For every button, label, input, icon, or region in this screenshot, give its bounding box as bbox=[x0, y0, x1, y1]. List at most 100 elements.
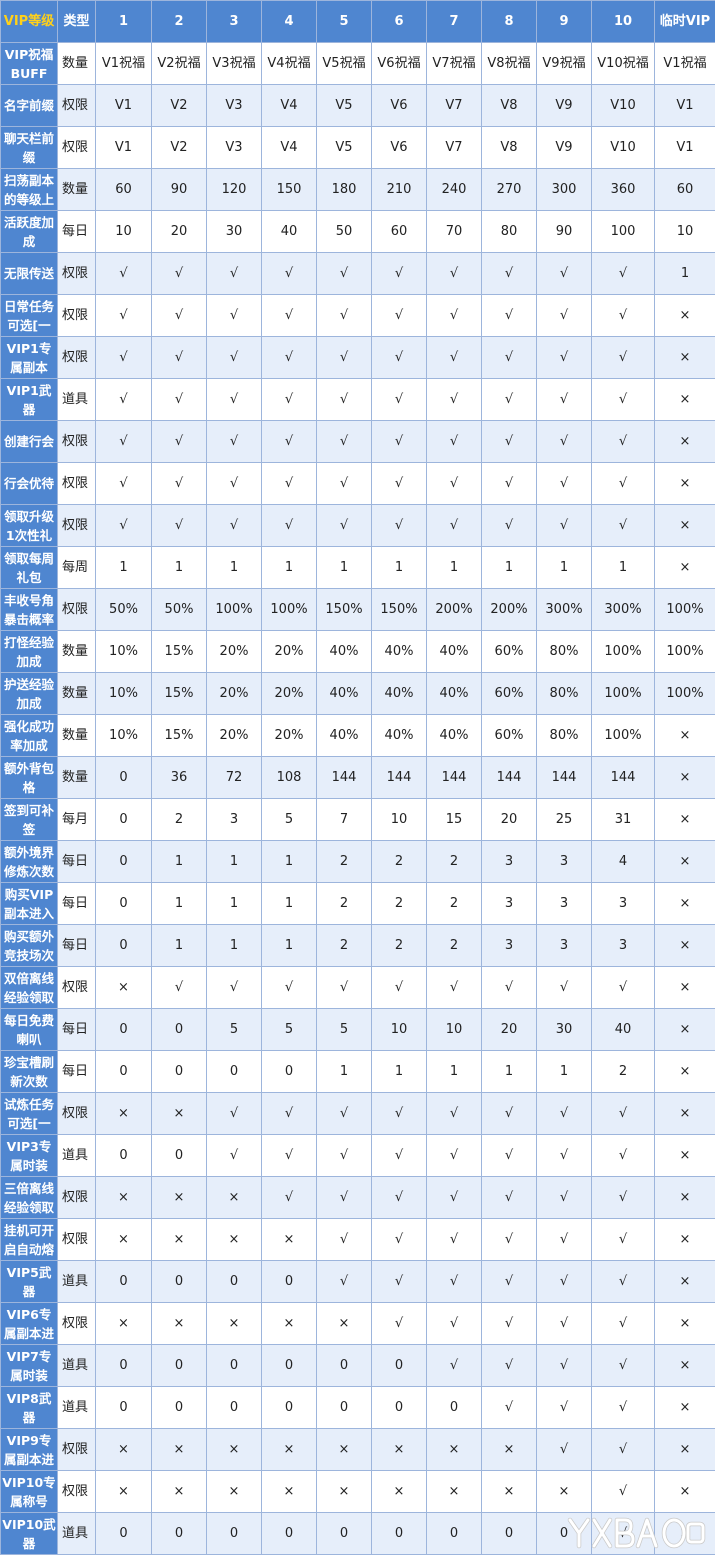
table-row: 购买VIP副本进入 每日 0 1 1 1 2 2 2 3 3 3 × bbox=[0, 882, 715, 925]
header-col: 4 bbox=[261, 0, 317, 43]
table-cell: 240 bbox=[426, 168, 482, 211]
table-row: 日常任务可选[一 权限 √ √ √ √ √ √ √ √ √ √ × bbox=[0, 294, 715, 337]
table-cell: √ bbox=[481, 294, 537, 337]
table-row: 珍宝槽刷新次数 每日 0 0 0 0 1 1 1 1 1 2 × bbox=[0, 1050, 715, 1093]
table-cell: × bbox=[654, 546, 715, 589]
table-cell: 100% bbox=[654, 672, 715, 715]
table-cell: 100% bbox=[261, 588, 317, 631]
table-cell: × bbox=[654, 756, 715, 799]
row-name: 领取升级1次性礼 bbox=[0, 504, 58, 547]
table-cell: 0 bbox=[151, 1050, 207, 1093]
row-name: 无限传送 bbox=[0, 252, 58, 295]
row-name: 创建行会 bbox=[0, 420, 58, 463]
table-row: 额外背包格 数量 0 36 72 108 144 144 144 144 144 144 × bbox=[0, 756, 715, 799]
table-cell: V4祝福 bbox=[261, 42, 317, 85]
table-cell: 15% bbox=[151, 630, 207, 673]
table-row: 强化成功率加成 数量 10% 15% 20% 20% 40% 40% 40% 60% 80% 100%… bbox=[0, 714, 715, 757]
table-row: 活跃度加成 每日 10 20 30 40 50 60 70 80 90 100 10 bbox=[0, 210, 715, 253]
table-cell: 60 bbox=[371, 210, 427, 253]
table-cell: √ bbox=[591, 1260, 655, 1303]
table-cell: V8祝福 bbox=[481, 42, 537, 85]
table-cell: 1 bbox=[536, 1050, 592, 1093]
table-cell: V8 bbox=[481, 84, 537, 127]
row-type: 权限 bbox=[57, 84, 96, 127]
table-cell: 50 bbox=[316, 210, 372, 253]
table-row: 每日免费喇叭 每日 0 0 5 5 5 10 10 20 30 40 × bbox=[0, 1008, 715, 1051]
table-cell: √ bbox=[316, 1218, 372, 1261]
table-cell: √ bbox=[316, 966, 372, 1009]
table-cell: 200% bbox=[426, 588, 482, 631]
table-cell: √ bbox=[371, 378, 427, 421]
table-cell: × bbox=[206, 1428, 262, 1471]
table-cell: V5 bbox=[316, 84, 372, 127]
table-cell: 144 bbox=[481, 756, 537, 799]
table-cell: 144 bbox=[591, 756, 655, 799]
table-cell: 2 bbox=[316, 840, 372, 883]
table-cell: 80% bbox=[536, 714, 592, 757]
row-name: VIP1专属副本 bbox=[0, 336, 58, 379]
table-cell: × bbox=[151, 1176, 207, 1219]
header-col: 2 bbox=[151, 0, 207, 43]
table-cell: 20% bbox=[261, 672, 317, 715]
row-name: VIP9专属副本进 bbox=[0, 1428, 58, 1471]
header-row: VIP等级 类型 1 2 3 4 5 6 7 8 9 10 临时VIP bbox=[0, 0, 715, 43]
table-cell: × bbox=[95, 1218, 152, 1261]
table-cell: √ bbox=[371, 294, 427, 337]
table-cell: 1 bbox=[536, 546, 592, 589]
table-cell: × bbox=[536, 1470, 592, 1513]
table-cell: × bbox=[426, 1428, 482, 1471]
table-cell: 40% bbox=[426, 714, 482, 757]
table-cell: √ bbox=[536, 504, 592, 547]
table-cell: V10祝福 bbox=[591, 42, 655, 85]
table-cell: × bbox=[654, 1134, 715, 1177]
table-cell: √ bbox=[536, 420, 592, 463]
table-cell: V1祝福 bbox=[95, 42, 152, 85]
header-col: 5 bbox=[316, 0, 372, 43]
table-row: 扫荡副本的等级上 数量 60 90 120 150 180 210 240 270 300 360 60 bbox=[0, 168, 715, 211]
table-cell: × bbox=[654, 1428, 715, 1471]
table-cell: × bbox=[654, 462, 715, 505]
row-type: 道具 bbox=[57, 1134, 96, 1177]
table-cell: 0 bbox=[95, 798, 152, 841]
table-cell: √ bbox=[426, 1260, 482, 1303]
header-col: 临时VIP bbox=[654, 0, 715, 43]
row-name: 聊天栏前缀 bbox=[0, 126, 58, 169]
table-cell: × bbox=[654, 1512, 715, 1555]
table-cell: 10 bbox=[654, 210, 715, 253]
table-cell: V10 bbox=[591, 126, 655, 169]
row-name: 挂机可开启自动熔 bbox=[0, 1218, 58, 1261]
table-cell: 36 bbox=[151, 756, 207, 799]
table-cell: 0 bbox=[371, 1512, 427, 1555]
table-cell: × bbox=[95, 1092, 152, 1135]
table-cell: √ bbox=[591, 1386, 655, 1429]
table-cell: × bbox=[206, 1470, 262, 1513]
row-type: 每日 bbox=[57, 1050, 96, 1093]
table-cell: × bbox=[654, 1386, 715, 1429]
header-col: 6 bbox=[371, 0, 427, 43]
table-cell: 0 bbox=[206, 1512, 262, 1555]
table-cell: × bbox=[426, 1470, 482, 1513]
table-cell: 50% bbox=[151, 588, 207, 631]
table-cell: 5 bbox=[206, 1008, 262, 1051]
table-cell: √ bbox=[481, 1260, 537, 1303]
table-cell: √ bbox=[151, 966, 207, 1009]
table-cell: 2 bbox=[591, 1050, 655, 1093]
row-name: 珍宝槽刷新次数 bbox=[0, 1050, 58, 1093]
table-cell: 300 bbox=[536, 168, 592, 211]
row-type: 权限 bbox=[57, 1218, 96, 1261]
table-cell: √ bbox=[591, 420, 655, 463]
table-cell: 0 bbox=[206, 1386, 262, 1429]
table-cell: √ bbox=[591, 252, 655, 295]
table-row: VIP6专属副本进 权限 × × × × × √ √ √ √ √ × bbox=[0, 1302, 715, 1345]
table-cell: × bbox=[481, 1428, 537, 1471]
table-cell: 3 bbox=[536, 840, 592, 883]
table-cell: 15% bbox=[151, 714, 207, 757]
table-cell: √ bbox=[536, 462, 592, 505]
table-cell: √ bbox=[261, 420, 317, 463]
table-cell: 0 bbox=[151, 1134, 207, 1177]
row-type: 数量 bbox=[57, 714, 96, 757]
table-cell: V8 bbox=[481, 126, 537, 169]
table-cell: √ bbox=[536, 1428, 592, 1471]
table-cell: 30 bbox=[206, 210, 262, 253]
table-cell: V1 bbox=[654, 126, 715, 169]
